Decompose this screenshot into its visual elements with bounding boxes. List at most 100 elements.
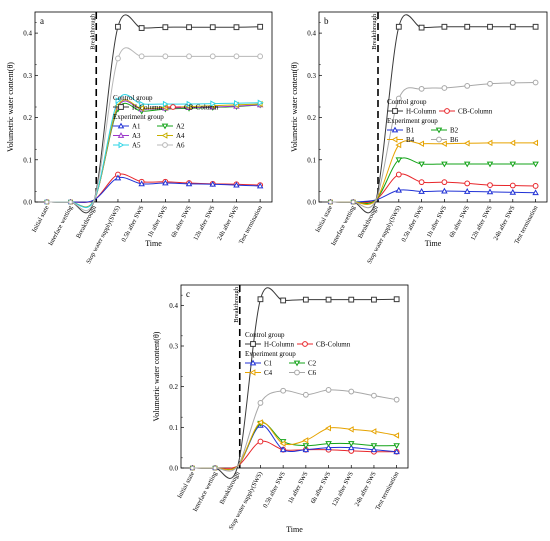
- series-point-a6: [233, 53, 240, 60]
- x-tick-label: 24h after SWS: [216, 204, 240, 241]
- x-axis-label: Time: [145, 239, 162, 248]
- series-point-a5: [210, 100, 217, 107]
- legend-marker-a3: [117, 132, 125, 138]
- series-point-b4: [509, 139, 516, 147]
- series-point-c2: [348, 441, 355, 448]
- legend-entry-a5: A5: [132, 142, 141, 150]
- x-tick-label: 6h after SWS: [448, 204, 471, 239]
- series-point-a5: [234, 99, 240, 107]
- x-axis-label: Time: [425, 239, 442, 248]
- breakthrough-label: Breakthrough: [233, 286, 240, 322]
- series-point-c6: [393, 396, 400, 403]
- series-point-b4: [440, 140, 447, 147]
- series-point-b1: [441, 187, 448, 194]
- series-line-cb-column: [192, 440, 397, 469]
- series-point-a1: [162, 179, 169, 186]
- x-tick-label: 24h after SWS: [492, 204, 516, 241]
- y-tick-label: 0.0: [169, 465, 178, 473]
- legend-entry-h-column: H-Column: [406, 108, 436, 116]
- series-line-a1: [46, 176, 261, 203]
- series-point-c1: [279, 446, 287, 453]
- y-tick-label: 0.2: [169, 383, 178, 391]
- legend-entry-c2: C2: [308, 360, 317, 368]
- series-point-a1: [256, 182, 264, 189]
- series-point-a5: [162, 100, 169, 108]
- series-point-h-column: [441, 23, 448, 30]
- series-point-h-column: [395, 23, 402, 30]
- legend: Control group H-Column CB-Column Experiment…: [387, 98, 493, 144]
- series-point-a5: [186, 100, 193, 108]
- y-tick-label: 0.0: [23, 199, 32, 207]
- x-tick-label: Interface wetting: [330, 204, 357, 247]
- y-tick-label: 0.3: [169, 343, 178, 351]
- y-tick-label: 0.3: [23, 72, 32, 80]
- legend-title-experiment: Experiment group: [387, 117, 438, 125]
- legend-entry-b1: B1: [406, 127, 415, 135]
- x-tick-label: Initial state: [31, 205, 51, 234]
- series-point-a5: [139, 100, 146, 108]
- series-point-b6: [464, 82, 471, 89]
- legend-entry-b4: B4: [406, 136, 415, 144]
- x-tick-label: 0.5h after SWS: [262, 470, 287, 509]
- series-point-cb-column: [441, 179, 448, 186]
- x-tick-label: Test termination: [374, 470, 400, 511]
- series-point-a1: [185, 180, 193, 187]
- series-point-a6: [44, 199, 50, 205]
- x-tick-label: 1h after SWS: [426, 204, 449, 239]
- series-point-a6: [68, 199, 73, 205]
- x-tick-label: Initial state: [314, 205, 334, 234]
- series-line-a5: [46, 94, 261, 209]
- legend-entry-a6: A6: [176, 142, 185, 150]
- series-point-c6: [212, 465, 218, 471]
- series-point-c1: [348, 444, 355, 451]
- series-point-b1: [418, 188, 425, 194]
- series-point-c1: [393, 448, 400, 455]
- legend-title-control: Control group: [387, 98, 427, 106]
- legend-marker-b4: [391, 136, 398, 143]
- panel-label: a: [40, 16, 44, 26]
- series-point-b2: [441, 161, 448, 168]
- series-point-c4: [325, 424, 331, 432]
- legend-entry-b2: B2: [450, 127, 459, 135]
- legend-marker-c6: [294, 369, 300, 376]
- series-point-cb-column: [257, 438, 264, 445]
- y-tick-label: 0.2: [307, 114, 316, 122]
- series-point-c4: [257, 419, 263, 426]
- series-point-b1: [509, 188, 517, 195]
- legend-marker-cb-column: [170, 104, 176, 110]
- series-point-b4: [395, 141, 402, 149]
- breakthrough-label: Breakthrough: [89, 13, 96, 49]
- series-point-h-column: [487, 23, 493, 30]
- series-line-cb-column: [330, 173, 536, 203]
- legend-entry-h-column: H-Column: [264, 341, 294, 349]
- series-point-h-column: [464, 23, 471, 30]
- series-point-h-column: [186, 24, 192, 31]
- series-line-h-column: [192, 287, 397, 479]
- series-point-b1: [532, 189, 539, 196]
- legend-marker-h-column: [250, 341, 256, 347]
- series-point-c4: [302, 437, 309, 444]
- panel-label: b: [324, 16, 329, 26]
- legend-entry-cb-column: CB-Column: [316, 341, 351, 349]
- series-point-b2: [395, 157, 403, 164]
- x-tick-label: 0.5h after SWS: [400, 204, 425, 243]
- legend-entry-cb-column: CB-Column: [184, 104, 219, 112]
- legend-entry-a4: A4: [176, 132, 185, 140]
- series-point-b2: [532, 161, 539, 168]
- series-point-c6: [348, 388, 355, 395]
- series-point-h-column: [325, 296, 332, 303]
- series-point-a6: [115, 55, 121, 62]
- x-tick-label: Test termination: [238, 204, 264, 245]
- series-point-b4: [486, 139, 493, 147]
- series-point-b6: [328, 199, 333, 205]
- legend: Control group H-Column CB-Column Experiment…: [245, 331, 351, 377]
- legend-marker-c2: [293, 360, 301, 367]
- legend-marker-a1: [117, 122, 125, 129]
- x-tick-label: Breakthrough: [219, 470, 242, 506]
- series-point-h-column: [233, 24, 240, 31]
- y-tick-label: 0.1: [23, 156, 32, 164]
- legend: Control group H-Column CB-Column Experiment…: [113, 94, 219, 150]
- y-tick-label: 0.3: [307, 72, 316, 80]
- series-point-h-column: [162, 24, 169, 31]
